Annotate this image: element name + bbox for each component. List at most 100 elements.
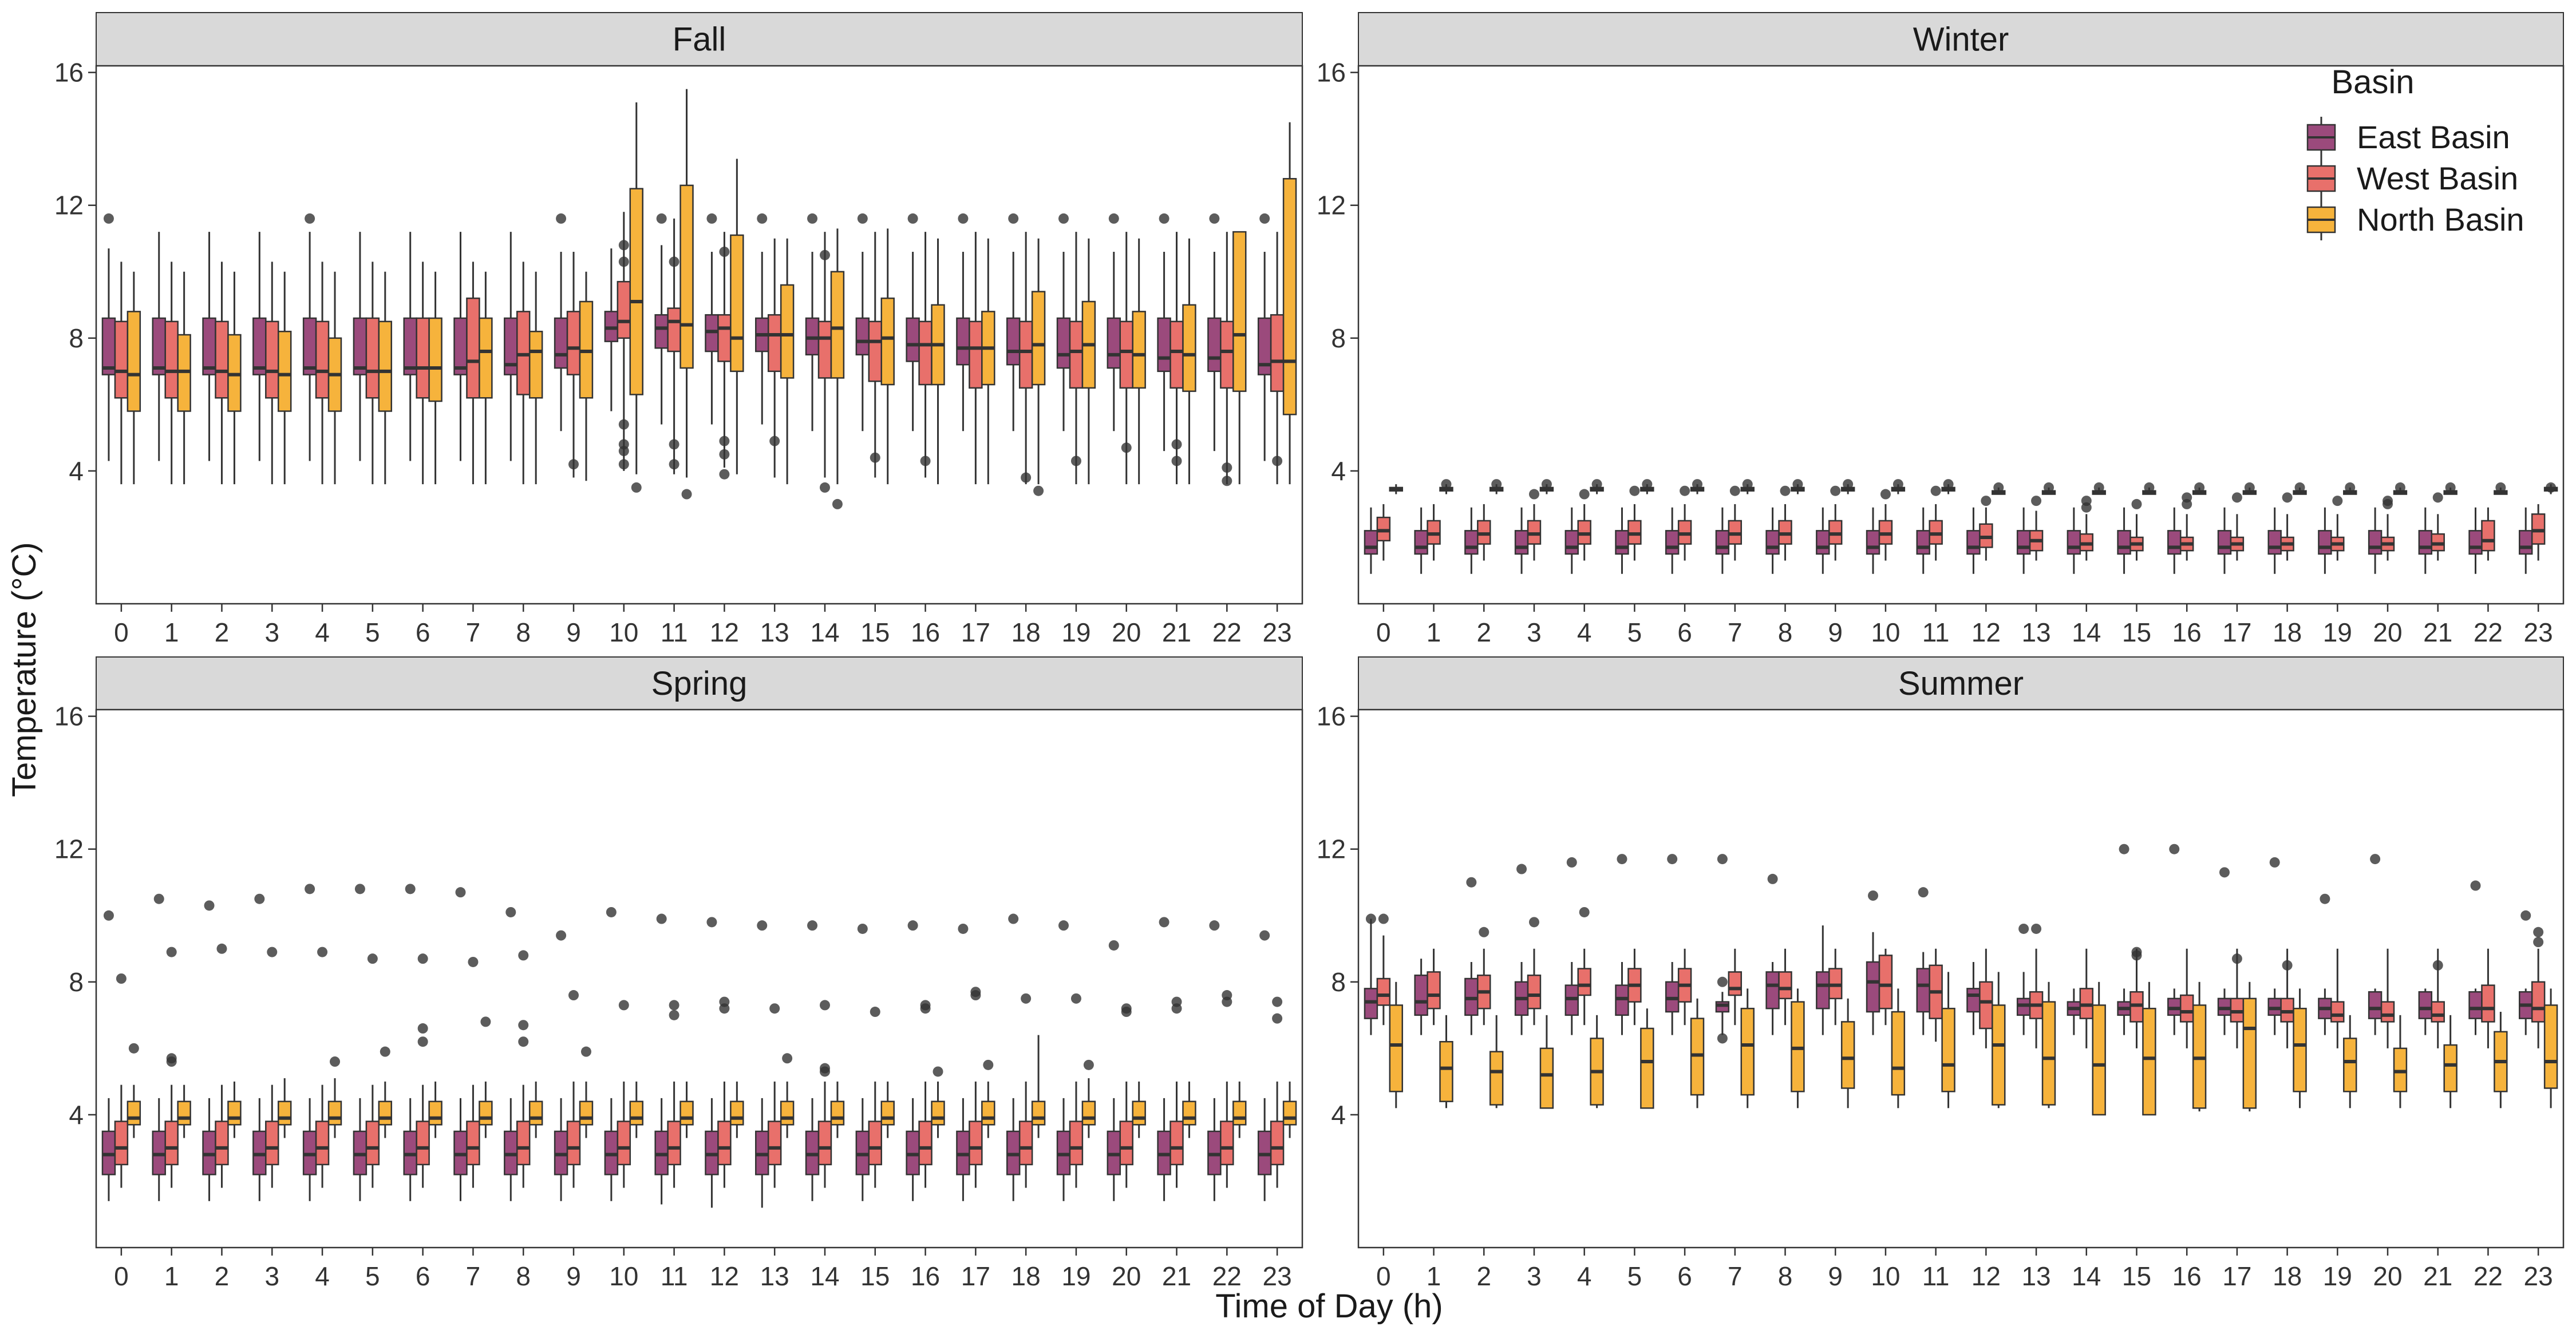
legend-label: West Basin <box>2357 160 2518 196</box>
box <box>1778 948 1792 1026</box>
x-tick-label: 8 <box>1778 617 1793 647</box>
box-body <box>717 314 732 362</box>
box <box>1477 927 1491 1026</box>
box <box>1527 489 1542 561</box>
box <box>705 213 719 425</box>
box <box>2481 948 2495 1048</box>
box <box>956 213 970 432</box>
x-tick-label: 19 <box>2323 1261 2352 1291</box>
box-body <box>931 1100 945 1126</box>
x-tick-label: 21 <box>1162 617 1191 647</box>
box-body <box>1715 530 1730 555</box>
box <box>1740 988 1755 1109</box>
outlier-point <box>1868 890 1879 901</box>
box <box>428 271 442 485</box>
x-tick-label: 5 <box>365 617 380 647</box>
x-tick-label: 19 <box>1061 617 1091 647</box>
outlier-point <box>1591 479 1602 490</box>
box <box>2468 507 2483 574</box>
box <box>2129 498 2144 561</box>
box <box>1182 238 1196 485</box>
box-body <box>2293 1007 2307 1092</box>
box-body <box>1765 971 1780 1010</box>
box-body <box>2343 1038 2357 1092</box>
box <box>428 1081 442 1138</box>
x-tick-label: 6 <box>416 617 430 647</box>
x-tick-label: 17 <box>961 617 990 647</box>
outlier-point <box>1717 1033 1728 1044</box>
box <box>1640 1008 1654 1109</box>
box <box>1791 479 1805 494</box>
outlier-point <box>870 1007 880 1018</box>
outlier-point <box>580 1046 591 1057</box>
outlier-point <box>1121 1007 1132 1018</box>
box-body <box>101 317 116 375</box>
outlier-point <box>669 1010 679 1020</box>
x-tick-label: 14 <box>2072 617 2101 647</box>
outlier-point <box>2081 502 2092 513</box>
box <box>1207 920 1222 1201</box>
x-tick-label: 11 <box>661 1261 688 1291</box>
x-tick-label: 2 <box>215 617 230 647</box>
box <box>2029 923 2044 1048</box>
box <box>579 1046 594 1138</box>
box <box>1427 948 1441 1026</box>
box <box>1270 232 1285 485</box>
x-tick-label: 9 <box>566 617 581 647</box>
outlier-point <box>1528 917 1539 928</box>
box <box>2192 981 2207 1112</box>
box-body <box>1765 530 1780 555</box>
box-body <box>2519 530 2533 555</box>
box <box>1489 479 1504 494</box>
outlier-point <box>254 893 265 904</box>
x-tick-label: 9 <box>1828 617 1843 647</box>
outlier-point <box>920 456 931 466</box>
x-tick-label: 21 <box>2423 1261 2452 1291</box>
outlier-point <box>970 990 981 1001</box>
box <box>365 262 380 485</box>
box-body <box>2330 1001 2345 1023</box>
box <box>2368 507 2383 574</box>
y-tick-label: 4 <box>69 456 84 486</box>
box-body <box>479 1100 493 1126</box>
box-body <box>2481 520 2495 552</box>
outlier-point <box>920 1003 931 1014</box>
box <box>504 232 518 461</box>
legend-entries: East Basin West Basin North Basin <box>2306 117 2524 240</box>
y-tick-label: 12 <box>1317 191 1346 220</box>
box <box>2217 867 2232 1035</box>
box-body <box>1778 971 1792 1000</box>
box <box>1590 479 1604 494</box>
box <box>654 213 669 425</box>
outlier-point <box>2031 496 2042 506</box>
outlier-point <box>907 920 918 931</box>
outlier-point <box>1792 479 1803 490</box>
outlier-point <box>819 1066 830 1077</box>
box <box>604 906 619 1201</box>
outlier-point <box>669 439 679 450</box>
x-tick-label: 13 <box>2021 1261 2050 1291</box>
outlier-point <box>958 213 969 224</box>
box <box>1081 238 1096 485</box>
x-tick-label: 18 <box>1012 617 1041 647</box>
box <box>2041 482 2056 495</box>
box <box>1992 482 2006 495</box>
x-tick-label: 15 <box>860 617 890 647</box>
x-tick-label: 14 <box>810 1261 839 1291</box>
box-body <box>315 1121 330 1166</box>
x-tick-label: 21 <box>1162 1261 1191 1291</box>
x-tick-label: 10 <box>1871 617 1900 647</box>
box <box>969 987 983 1188</box>
outlier-point <box>618 459 629 470</box>
outlier-point <box>2031 923 2042 934</box>
box-body <box>1979 981 1993 1030</box>
outlier-point <box>1272 456 1283 466</box>
series-east-basin <box>1364 844 2533 1044</box>
box <box>1282 1081 1297 1138</box>
box <box>755 920 769 1208</box>
x-tick-label: 17 <box>2222 1261 2251 1291</box>
x-tick-label: 9 <box>566 1261 581 1291</box>
box <box>2230 492 2245 561</box>
series-east-basin <box>101 884 1272 1208</box>
outlier-point <box>1033 485 1044 496</box>
